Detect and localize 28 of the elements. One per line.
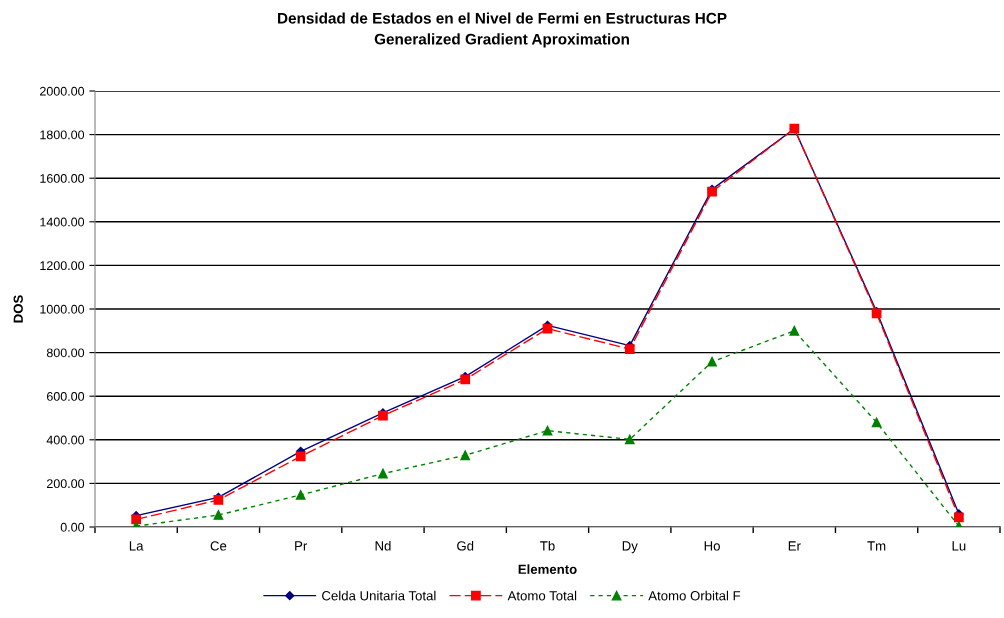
y-axis-title: DOS	[13, 295, 23, 323]
legend-label: Atomo Orbital F	[648, 590, 741, 601]
x-tick-label: Tm	[867, 541, 886, 551]
x-tick-label: Er	[788, 541, 801, 551]
y-tick-label: 200.00	[46, 479, 85, 489]
x-tick-label: Tb	[540, 540, 555, 551]
y-tick-label: 1800.00	[40, 130, 85, 140]
x-tick-label: Pr	[295, 541, 308, 551]
x-tick-label: Lu	[952, 541, 966, 551]
x-tick-label: Ce	[210, 541, 227, 551]
y-tick-label: 1000.00	[40, 304, 85, 314]
x-tick-label: Nd	[375, 540, 391, 551]
x-tick-label: Ho	[704, 541, 720, 551]
y-tick-label: 1600.00	[40, 174, 85, 183]
x-tick-label: La	[129, 541, 144, 551]
y-tick-label: 400.00	[46, 435, 85, 445]
y-tick-label: 2000.00	[40, 86, 85, 96]
chart-title: Densidad de Estados en el Nivel de Fermi en Estructuras HCP Generalized Gradient Aproximation	[278, 12, 727, 48]
y-tick-label: 0.00	[60, 522, 85, 532]
x-tick-label: Dy	[622, 541, 638, 554]
legend-label: Celda Unitaria Total	[322, 590, 436, 601]
y-tick-label: 1200.00	[40, 261, 85, 271]
legend-label: Atomo Total	[507, 590, 577, 601]
x-axis-title: Elemento	[518, 564, 577, 574]
y-tick-label: 1400.00	[40, 217, 85, 227]
x-tick-label: Gd	[457, 540, 474, 551]
y-tick-label: 800.00	[46, 348, 85, 358]
y-tick-label: 600.00	[46, 392, 85, 401]
